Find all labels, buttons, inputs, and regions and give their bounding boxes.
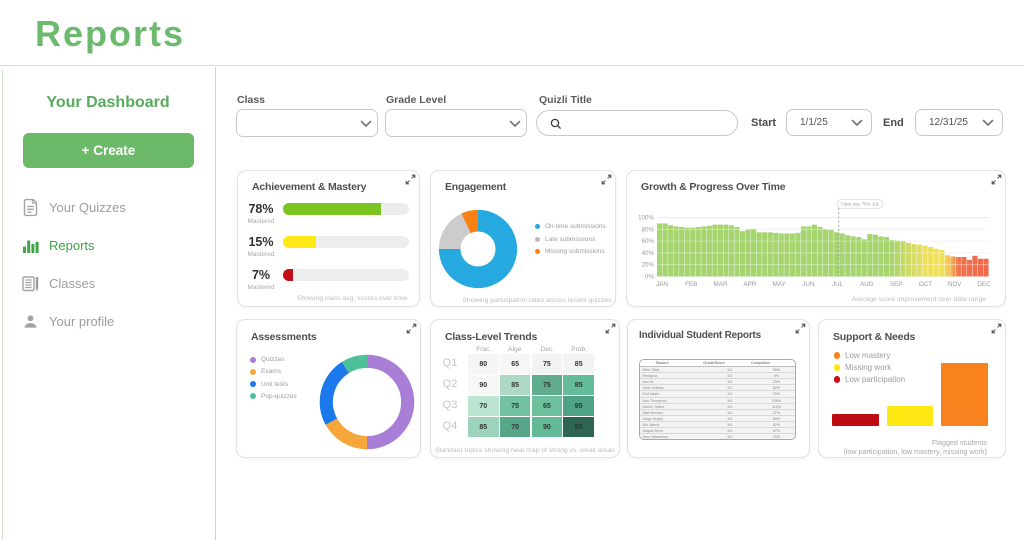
- svg-text:SEP: SEP: [890, 281, 903, 288]
- svg-text:60%: 60%: [642, 238, 655, 245]
- svg-text:APR: APR: [743, 281, 756, 288]
- svg-text:0%: 0%: [645, 274, 654, 281]
- svg-text:JUN: JUN: [802, 281, 815, 288]
- svg-text:MAY: MAY: [773, 281, 787, 288]
- svg-text:AUG: AUG: [860, 281, 874, 288]
- svg-text:MAR: MAR: [714, 281, 728, 288]
- svg-text:Class avg. 76% JUL: Class avg. 76% JUL: [841, 201, 880, 206]
- svg-text:NOV: NOV: [948, 281, 962, 288]
- svg-text:JAN: JAN: [656, 281, 668, 288]
- svg-text:80%: 80%: [642, 226, 655, 233]
- svg-text:JUL: JUL: [832, 281, 844, 288]
- svg-text:DEC: DEC: [977, 281, 991, 288]
- svg-text:OCT: OCT: [919, 281, 932, 288]
- svg-text:20%: 20%: [642, 262, 655, 269]
- svg-text:100%: 100%: [638, 215, 654, 222]
- svg-text:40%: 40%: [642, 250, 655, 257]
- svg-text:FEB: FEB: [685, 281, 697, 288]
